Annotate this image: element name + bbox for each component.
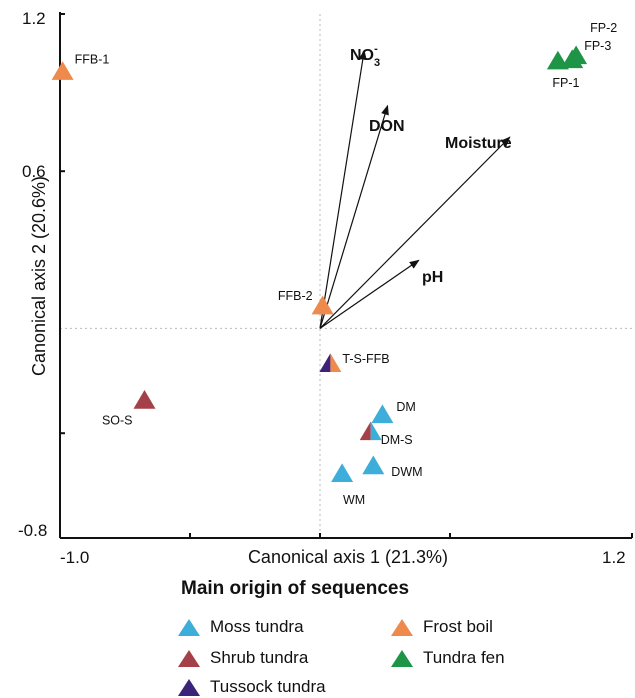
vector-arrow-0 — [319, 49, 367, 329]
point-so-s — [133, 390, 156, 409]
point-ffb-1 — [51, 61, 74, 80]
point-dm-s-right — [370, 421, 382, 441]
point-label-dm-s: DM-S — [381, 433, 413, 447]
point-label-so-s: SO-S — [102, 413, 133, 427]
legend-label-moss-tundra: Moss tundra — [210, 617, 304, 636]
point-wm — [331, 463, 354, 483]
point-label-t-s-ffb: T-S-FFB — [342, 352, 389, 366]
legend-label-tussock-tundra: Tussock tundra — [210, 677, 326, 696]
y-tick-label-mid: 0.6 — [22, 162, 46, 181]
x-axis-title: Canonical axis 1 (21.3%) — [248, 547, 448, 567]
legend-marker-tussock-tundra — [178, 679, 200, 696]
vector-label-3: pH — [422, 269, 443, 286]
point-t-s-ffb-left — [319, 353, 331, 373]
legend-title: Main origin of sequences — [181, 578, 410, 599]
legend-item-frost-boil: Frost boil — [390, 616, 493, 638]
vector-label-1: DON — [369, 118, 405, 135]
vector-arrow-3 — [319, 259, 420, 329]
y-tick-label-top: 1.2 — [22, 9, 46, 28]
point-fp-3 — [561, 49, 584, 69]
vector-arrow-2 — [319, 136, 511, 329]
legend-label-frost-boil: Frost boil — [423, 617, 493, 636]
point-dwm — [362, 455, 385, 475]
vector-label-0: NO3- — [350, 43, 380, 69]
vector-label-2: Moisture — [445, 135, 512, 152]
y-axis-title: Canonical axis 2 (20.6%) — [29, 176, 49, 376]
legend-marker-tundra-fen — [391, 650, 413, 667]
vector-arrow-1 — [319, 104, 389, 329]
point-label-wm: WM — [343, 493, 365, 507]
point-label-fp-3: FP-3 — [584, 39, 611, 53]
legend-item-tundra-fen: Tundra fen — [390, 647, 505, 669]
legend: Main origin of sequences Moss tundra Fro… — [0, 578, 635, 697]
point-label-dm: DM — [396, 400, 415, 414]
legend-marker-shrub-tundra — [178, 650, 200, 667]
legend-label-tundra-fen: Tundra fen — [423, 648, 505, 667]
point-label-ffb-1: FFB-1 — [75, 53, 110, 67]
ordination-plot: 1.2 0.6 -0.8 -1.0 1.2 Canonical axis 1 (21.3%… — [18, 9, 633, 567]
legend-label-shrub-tundra: Shrub tundra — [210, 648, 309, 667]
point-label-fp-1: FP-1 — [552, 76, 579, 90]
legend-marker-frost-boil — [391, 619, 413, 636]
legend-item-tussock-tundra: Tussock tundra — [177, 676, 326, 698]
point-dm-s-left — [359, 421, 371, 441]
point-t-s-ffb-right — [330, 353, 342, 373]
x-tick-label-right: 1.2 — [602, 548, 626, 567]
point-label-dwm: DWM — [391, 465, 422, 479]
legend-item-shrub-tundra: Shrub tundra — [177, 647, 308, 669]
point-label-ffb-2: FFB-2 — [278, 289, 313, 303]
x-tick-label-left: -1.0 — [60, 548, 89, 567]
point-ffb-2 — [311, 295, 334, 315]
point-dm — [371, 404, 394, 424]
point-label-fp-2: FP-2 — [590, 21, 617, 35]
legend-marker-moss-tundra — [178, 619, 200, 636]
legend-item-moss-tundra: Moss tundra — [177, 616, 304, 638]
y-tick-label-bottom: -0.8 — [18, 521, 47, 540]
